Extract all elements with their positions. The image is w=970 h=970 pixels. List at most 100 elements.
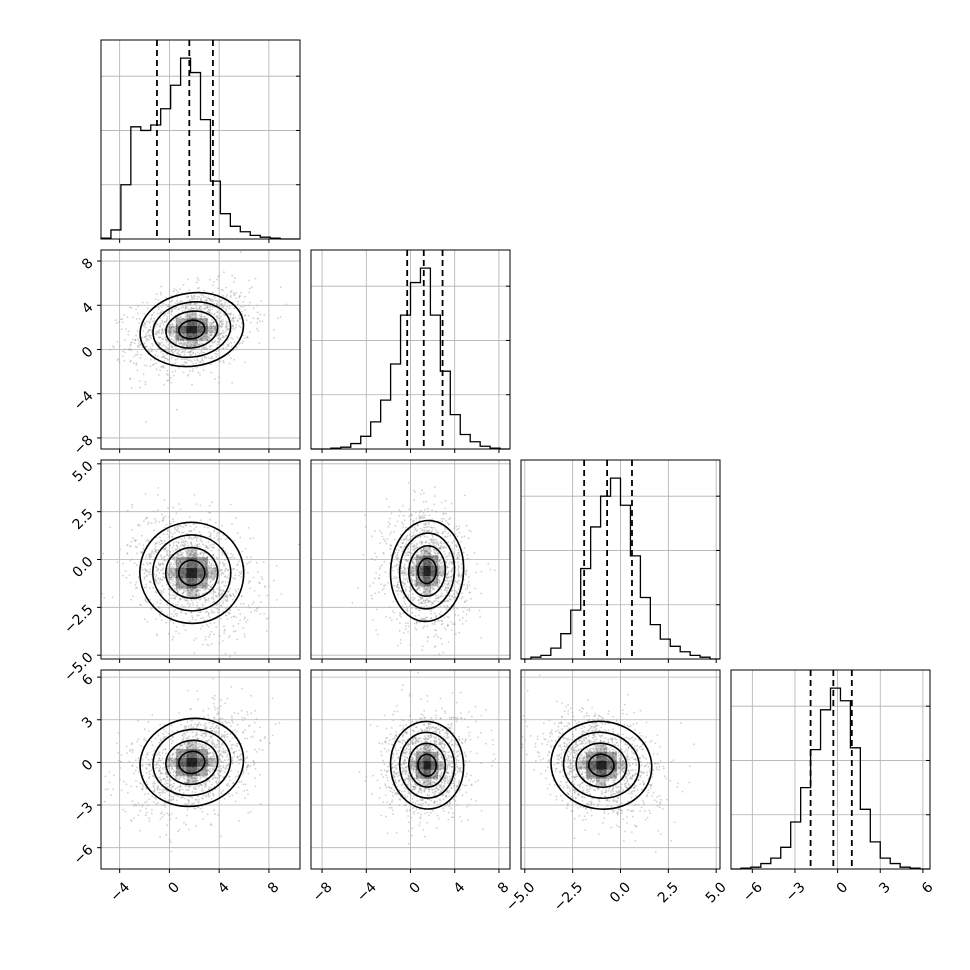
sample-point bbox=[168, 593, 171, 596]
sample-point bbox=[206, 739, 209, 742]
sample-point bbox=[424, 617, 426, 620]
contour-level-2 bbox=[152, 301, 232, 359]
sample-point bbox=[153, 787, 156, 790]
sample-point bbox=[205, 319, 208, 322]
sample-point bbox=[167, 588, 170, 591]
sample-point bbox=[428, 591, 431, 593]
sample-point bbox=[198, 611, 200, 614]
sample-point bbox=[186, 351, 189, 353]
sample-point bbox=[189, 315, 192, 317]
sample-point bbox=[449, 560, 451, 563]
sample-point bbox=[169, 544, 171, 547]
sample-point bbox=[170, 578, 172, 581]
sample-point bbox=[237, 774, 240, 776]
sample-point bbox=[131, 338, 134, 341]
sample-point bbox=[205, 348, 208, 351]
sample-point bbox=[195, 594, 198, 597]
sample-point bbox=[203, 526, 206, 528]
sample-point bbox=[203, 290, 206, 292]
sample-point bbox=[217, 814, 219, 816]
sample-point bbox=[445, 576, 448, 579]
sample-point bbox=[212, 553, 215, 556]
sample-point bbox=[214, 327, 217, 329]
sample-point bbox=[440, 588, 443, 591]
sample-point bbox=[453, 592, 456, 595]
sample-point bbox=[201, 347, 204, 349]
sample-point bbox=[164, 802, 166, 805]
sample-point bbox=[219, 333, 222, 335]
sample-point bbox=[126, 543, 129, 546]
sample-point bbox=[444, 580, 447, 583]
sample-point bbox=[150, 555, 153, 558]
sample-point bbox=[424, 550, 427, 552]
sample-point bbox=[222, 610, 225, 613]
sample-point bbox=[440, 611, 442, 613]
sample-point bbox=[232, 593, 235, 595]
sample-point bbox=[151, 344, 154, 347]
sample-point bbox=[141, 759, 144, 761]
sample-point bbox=[214, 606, 217, 609]
sample-point bbox=[383, 560, 386, 563]
sample-point bbox=[411, 596, 414, 599]
sample-point bbox=[122, 574, 124, 577]
sample-point bbox=[224, 652, 227, 655]
sample-point bbox=[424, 606, 426, 608]
sample-point bbox=[228, 313, 230, 316]
sample-point bbox=[224, 570, 226, 573]
sample-point bbox=[258, 582, 261, 585]
sample-point bbox=[205, 726, 208, 729]
sample-point bbox=[181, 343, 184, 346]
sample-point bbox=[176, 604, 179, 606]
sample-point bbox=[162, 549, 165, 552]
sample-point bbox=[201, 551, 204, 554]
sample-point bbox=[157, 605, 160, 608]
sample-point bbox=[202, 543, 204, 546]
sample-point bbox=[421, 602, 424, 605]
sample-point bbox=[156, 601, 159, 604]
sample-point bbox=[437, 547, 440, 550]
sample-point bbox=[198, 333, 201, 336]
sample-point bbox=[232, 325, 234, 328]
sample-point bbox=[153, 311, 155, 314]
sample-point bbox=[206, 610, 209, 613]
sample-point bbox=[199, 565, 202, 568]
sample-point bbox=[190, 611, 192, 614]
sample-point bbox=[166, 358, 169, 360]
sample-point bbox=[168, 324, 171, 327]
sample-point bbox=[209, 345, 212, 347]
sample-point bbox=[177, 557, 180, 560]
sample-point bbox=[135, 804, 138, 807]
sample-point bbox=[237, 588, 240, 591]
sample-point bbox=[268, 585, 270, 588]
sample-point bbox=[208, 312, 211, 314]
density-cell bbox=[415, 576, 424, 587]
sample-point bbox=[400, 546, 403, 549]
sample-point bbox=[392, 611, 395, 614]
sample-point bbox=[226, 764, 228, 766]
sample-point bbox=[215, 626, 218, 628]
sample-point bbox=[209, 770, 212, 773]
sample-point bbox=[426, 529, 429, 532]
sample-point bbox=[421, 557, 424, 560]
sample-point bbox=[187, 779, 190, 782]
sample-point bbox=[395, 565, 397, 567]
sample-point bbox=[210, 562, 213, 565]
density-cell bbox=[186, 578, 198, 589]
sample-point bbox=[212, 334, 215, 337]
sample-point bbox=[209, 304, 211, 307]
sample-point bbox=[201, 540, 203, 543]
sample-point bbox=[210, 609, 213, 612]
sample-point bbox=[160, 311, 163, 314]
sample-point bbox=[197, 594, 200, 597]
sample-point bbox=[195, 362, 198, 364]
sample-point bbox=[213, 328, 216, 330]
sample-point bbox=[441, 501, 443, 504]
sample-point bbox=[147, 349, 150, 352]
sample-point bbox=[440, 545, 443, 547]
sample-point bbox=[413, 562, 416, 564]
sample-point bbox=[403, 539, 405, 541]
sample-point bbox=[446, 624, 449, 627]
sample-point bbox=[160, 591, 162, 594]
sample-point bbox=[452, 607, 455, 610]
sample-point bbox=[216, 304, 219, 306]
